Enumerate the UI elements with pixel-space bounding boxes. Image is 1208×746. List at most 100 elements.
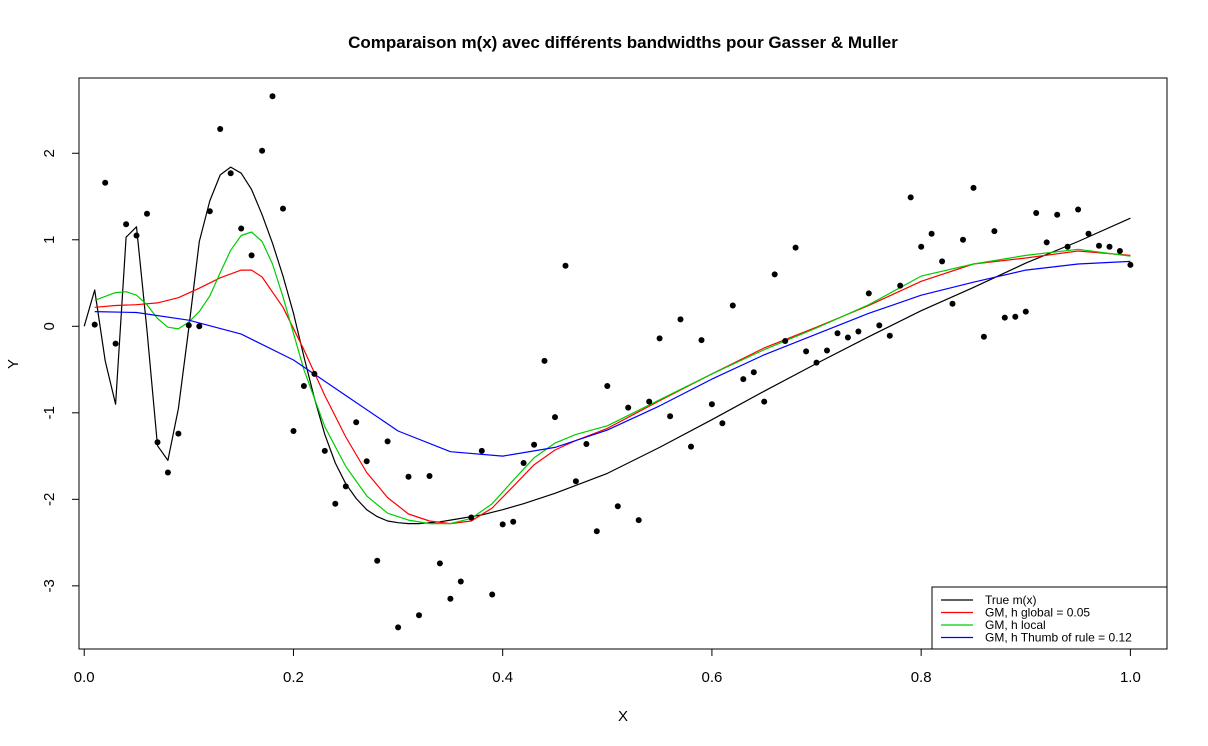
legend-label-2: GM, h local — [985, 618, 1046, 632]
data-point — [939, 258, 946, 265]
data-point — [907, 194, 914, 201]
data-point — [426, 473, 433, 479]
data-points — [91, 93, 1134, 631]
data-point — [300, 383, 307, 389]
data-point — [280, 205, 286, 212]
data-point — [824, 347, 830, 354]
data-point — [688, 443, 694, 450]
data-point — [269, 93, 276, 100]
data-point — [468, 514, 475, 521]
data-point — [321, 447, 328, 454]
data-point — [1096, 242, 1102, 249]
data-point — [949, 300, 956, 307]
chart-title: Comparaison m(x) avec différents bandwid… — [348, 33, 898, 52]
data-point — [865, 290, 872, 297]
legend-label-0: True m(x) — [985, 593, 1037, 607]
y-tick-label: -1 — [41, 406, 58, 419]
data-point — [782, 338, 789, 344]
data-point — [897, 282, 904, 289]
data-point — [604, 383, 611, 389]
data-point — [91, 321, 98, 328]
data-point — [489, 591, 496, 598]
data-point — [729, 302, 736, 309]
data-point — [771, 271, 778, 278]
data-point — [133, 232, 140, 239]
x-tick-label: 1.0 — [1120, 669, 1141, 686]
data-point — [834, 330, 841, 337]
x-axis-label: X — [618, 708, 628, 725]
data-point — [510, 518, 517, 525]
y-axis-label: Y — [5, 359, 22, 369]
data-point — [980, 333, 987, 340]
data-point — [436, 560, 443, 567]
data-point — [112, 340, 119, 347]
data-point — [1075, 206, 1082, 213]
data-point — [499, 521, 506, 528]
data-point — [311, 370, 318, 377]
data-point — [635, 517, 642, 524]
data-point — [656, 335, 663, 342]
series-lines — [83, 166, 1131, 525]
data-point — [1127, 261, 1134, 268]
data-point — [698, 337, 705, 344]
data-point — [1022, 308, 1029, 315]
data-point — [625, 404, 632, 411]
data-point — [395, 624, 402, 631]
data-point — [531, 441, 538, 448]
y-tick-label: -2 — [41, 493, 58, 506]
x-tick-label: 0.0 — [74, 669, 95, 686]
data-point — [332, 500, 339, 507]
data-point — [761, 398, 768, 405]
data-point — [677, 316, 684, 323]
x-tick-label: 0.6 — [701, 669, 722, 686]
data-point — [1033, 210, 1040, 216]
data-point — [416, 612, 422, 619]
data-point — [1054, 211, 1061, 218]
data-point — [259, 147, 266, 154]
data-point — [196, 323, 203, 330]
data-point — [928, 230, 935, 237]
x-axis: 0.0 0.2 0.4 0.6 0.8 1.0 — [74, 648, 1141, 686]
data-point — [886, 332, 893, 339]
data-point — [593, 528, 600, 535]
data-point — [154, 439, 161, 446]
data-point — [614, 503, 621, 510]
data-point — [552, 414, 558, 421]
data-point — [719, 420, 726, 427]
data-point — [363, 458, 370, 465]
plot-frame — [78, 77, 1168, 650]
legend-box — [931, 586, 1168, 650]
y-tick-label: 2 — [41, 149, 58, 157]
data-point — [562, 262, 569, 269]
data-point — [855, 328, 862, 335]
data-point — [342, 483, 349, 490]
series-line-0 — [83, 166, 1131, 525]
data-point — [1085, 230, 1092, 237]
data-point — [185, 322, 192, 329]
data-point — [813, 359, 820, 366]
data-point — [991, 228, 998, 235]
data-point — [144, 210, 150, 217]
data-point — [1043, 239, 1050, 246]
data-point — [583, 441, 590, 447]
data-point — [750, 369, 757, 376]
data-point — [217, 126, 224, 132]
data-point — [918, 243, 925, 250]
data-point — [803, 348, 810, 355]
data-point — [478, 447, 485, 454]
data-point — [572, 478, 579, 485]
data-point — [970, 184, 977, 191]
data-point — [792, 244, 799, 251]
data-point — [708, 401, 715, 408]
data-point — [123, 221, 130, 228]
data-point — [520, 460, 527, 466]
x-tick-label: 0.4 — [492, 669, 513, 686]
data-point — [876, 322, 883, 329]
data-point — [227, 170, 234, 177]
data-point — [1012, 313, 1019, 320]
y-axis: -3 -2 -1 0 1 2 — [41, 149, 80, 593]
data-point — [164, 469, 171, 476]
y-tick-label: -3 — [41, 579, 58, 592]
data-point — [740, 376, 747, 383]
